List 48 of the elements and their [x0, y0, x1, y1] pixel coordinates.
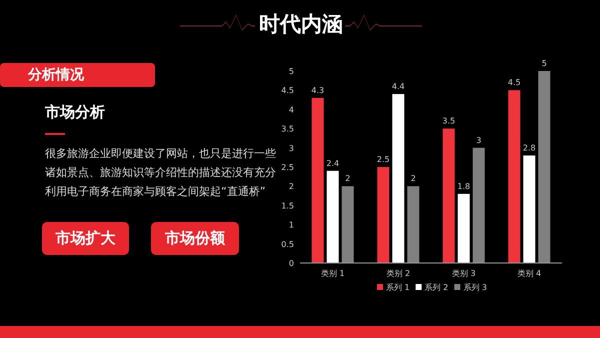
legend-label: 系列 1 [386, 283, 410, 292]
bar [392, 94, 404, 263]
data-label: 3 [476, 136, 482, 145]
data-label: 4.4 [392, 82, 405, 92]
bar [407, 186, 420, 263]
legend-label: 系列 3 [463, 283, 487, 292]
text: 市场分析 [45, 103, 105, 122]
x-tick-label: 类别 1 [320, 269, 345, 278]
data-label: 2 [410, 174, 416, 184]
data-label: 2.8 [522, 143, 536, 152]
y-tick-label: 2.5 [281, 163, 294, 172]
bar [312, 98, 324, 263]
y-tick-label: 2 [288, 182, 294, 192]
bar [472, 148, 485, 263]
text: 分析情况 [28, 66, 84, 84]
bar [523, 155, 536, 263]
bar [377, 167, 390, 263]
bar [326, 170, 339, 263]
y-tick-label: 3.5 [281, 124, 294, 134]
y-tick-label: 1 [288, 220, 294, 230]
y-tick-label: 0.5 [281, 240, 294, 249]
data-label: 2 [345, 174, 350, 184]
text: 市场份额 [164, 229, 226, 248]
text: 很多旅游企业即便建设了网站，也只是进行一些诸如景点、旅游知识等介绍性的描述还没有充分利用电子商务在商家与顾客之间架起“直通桥” [45, 147, 276, 198]
legend-label: 系列 2 [424, 283, 448, 292]
y-tick-label: 5 [288, 67, 294, 76]
chart-title: 时代内涵 [258, 11, 344, 38]
y-tick-label: 0 [288, 259, 294, 268]
y-tick-label: 1.5 [281, 201, 294, 210]
data-label: 4.5 [508, 78, 521, 88]
x-tick-label: 类别 2 [386, 269, 410, 278]
y-tick-label: 4.5 [281, 86, 294, 96]
text: 市场扩大 [54, 229, 116, 248]
bar [342, 186, 354, 263]
bar [442, 128, 455, 263]
y-tick-label: 3 [288, 144, 294, 153]
bar [458, 194, 470, 263]
data-label: 1.8 [457, 182, 470, 191]
y-tick-label: 4 [288, 105, 294, 114]
data-label: 5 [542, 59, 547, 68]
bar [508, 90, 520, 263]
data-label: 2.5 [376, 155, 390, 164]
bar [538, 71, 550, 263]
x-tick-label: 类别 3 [452, 269, 476, 278]
data-label: 3.5 [442, 116, 456, 126]
x-tick-label: 类别 4 [517, 269, 542, 278]
data-label: 4.3 [311, 86, 324, 95]
data-label: 2.4 [326, 158, 340, 168]
